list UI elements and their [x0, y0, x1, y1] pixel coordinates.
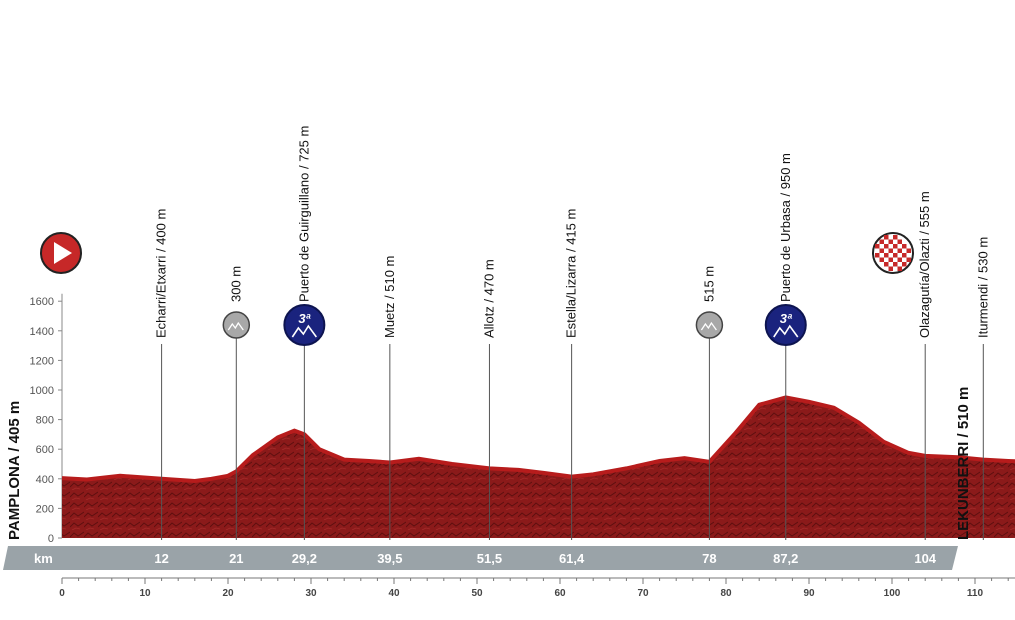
finish-flag-square	[888, 239, 893, 244]
finish-flag-square	[893, 244, 898, 249]
y-tick-label: 0	[48, 533, 54, 545]
finish-flag-square	[897, 239, 902, 244]
km-band	[3, 546, 958, 570]
y-tick-label: 800	[36, 415, 54, 427]
finish-flag-square	[884, 235, 889, 240]
x-tick-label: 40	[388, 588, 400, 599]
finish-flag-square	[888, 248, 893, 253]
checkpoint-icon	[695, 311, 724, 339]
km-band-label: 51,5	[477, 551, 502, 566]
profile-layer	[61, 395, 1015, 538]
y-tick-label: 200	[36, 503, 54, 515]
y-tick-label: 1400	[30, 326, 54, 338]
finish-flag-square	[897, 257, 902, 262]
checkpoint-mountain-glyph	[227, 321, 244, 331]
finish-flag-square	[884, 262, 889, 267]
km-band-label: 39,5	[377, 551, 402, 566]
waypoint-lines	[161, 326, 984, 540]
km-band-label: 104	[914, 551, 936, 566]
x-tick-label: 80	[720, 588, 732, 599]
x-tick-label: 70	[637, 588, 649, 599]
finish-flag-square	[879, 248, 884, 253]
km-band-label: 61,4	[559, 551, 585, 566]
x-tick-label: 110	[967, 588, 984, 599]
waypoint-label: Olazagutía/Olazti / 555 m	[917, 191, 932, 338]
finish-flag-square	[893, 253, 898, 258]
checkpoint-icon	[222, 311, 251, 339]
elevation-profile-area	[62, 397, 1015, 538]
x-axis: 0102030405060708090100110120130140150	[59, 577, 1015, 599]
start-icon	[40, 232, 82, 274]
waypoint-label: Puerto de Urbasa / 950 m	[778, 153, 793, 302]
waypoint-label: Estella/Lizarra / 415 m	[564, 209, 579, 338]
waypoint-label: 300 m	[228, 266, 243, 302]
waypoint-label: Iturmendi / 530 m	[975, 237, 990, 338]
finish-flag-square	[879, 257, 884, 262]
waypoint-label: 515 m	[701, 266, 716, 302]
x-tick-label: 10	[139, 588, 151, 599]
finish-flag-icon	[872, 232, 914, 274]
climb-mountain-glyph	[291, 324, 318, 338]
checkpoint-mountain-glyph	[700, 321, 717, 331]
waypoint-label: Puerto de Guirguillano / 725 m	[296, 126, 311, 302]
finish-flag-square	[902, 244, 907, 249]
y-tick-label: 1600	[30, 296, 54, 308]
y-tick-label: 1000	[30, 385, 54, 397]
y-tick-label: 1200	[30, 355, 54, 367]
x-tick-label: 20	[222, 588, 234, 599]
finish-flag-square	[879, 239, 884, 244]
waypoint-labels: Echarri/Etxarri / 400 m 300 m Puerto de Gu…	[154, 126, 991, 338]
finish-flag-square	[893, 235, 898, 240]
finish-flag-square	[902, 253, 907, 258]
y-tick-label: 400	[36, 474, 54, 486]
finish-flag-square	[875, 244, 880, 249]
finish-flag-square	[888, 257, 893, 262]
finish-flag-square	[888, 266, 893, 271]
km-band-label: 12	[154, 551, 168, 566]
x-tick-label: 100	[884, 588, 901, 599]
x-tick-label: 30	[305, 588, 317, 599]
x-tick-label: 50	[471, 588, 483, 599]
km-band-label: 111	[973, 551, 993, 566]
finish-flag-square	[897, 266, 902, 271]
finish-flag-square	[906, 257, 911, 262]
km-band-label: 87,2	[773, 551, 798, 566]
km-band-label: 21	[229, 551, 243, 566]
x-tick-label: 90	[803, 588, 815, 599]
waypoint-label: Muetz / 510 m	[382, 256, 397, 338]
waypoint-label: Echarri/Etxarri / 400 m	[154, 209, 169, 338]
finish-flag-square	[884, 244, 889, 249]
finish-flag-square	[906, 248, 911, 253]
finish-label: LEKUNBERRI / 510 m	[955, 387, 972, 540]
km-band-label: 78	[702, 551, 716, 566]
km-axis-label: km	[34, 551, 53, 566]
x-tick-label: 60	[554, 588, 566, 599]
y-tick-label: 600	[36, 444, 54, 456]
km-band-label: 29,2	[292, 551, 317, 566]
finish-flag-square	[897, 248, 902, 253]
km-band-labels: 122129,239,551,561,47887,2104111118125,3…	[154, 551, 993, 566]
finish-flag-square	[884, 253, 889, 258]
start-label: PAMPLONA / 405 m	[6, 401, 23, 540]
x-tick-label: 0	[59, 588, 65, 599]
waypoint-label: Allotz / 470 m	[481, 259, 496, 338]
climb-mountain-glyph	[773, 324, 799, 338]
waypoint-badges: 3ª3ªS1ª	[222, 304, 807, 346]
climb-category-label: 3ª	[780, 311, 793, 326]
finish-flag-square	[875, 253, 880, 258]
finish-flag-square	[902, 262, 907, 267]
finish-flag-square	[893, 262, 898, 267]
climb-category-label: 3ª	[298, 311, 311, 326]
y-axis-left: 0 200 400 600 800 1000 1200 1400 1600	[30, 293, 63, 545]
